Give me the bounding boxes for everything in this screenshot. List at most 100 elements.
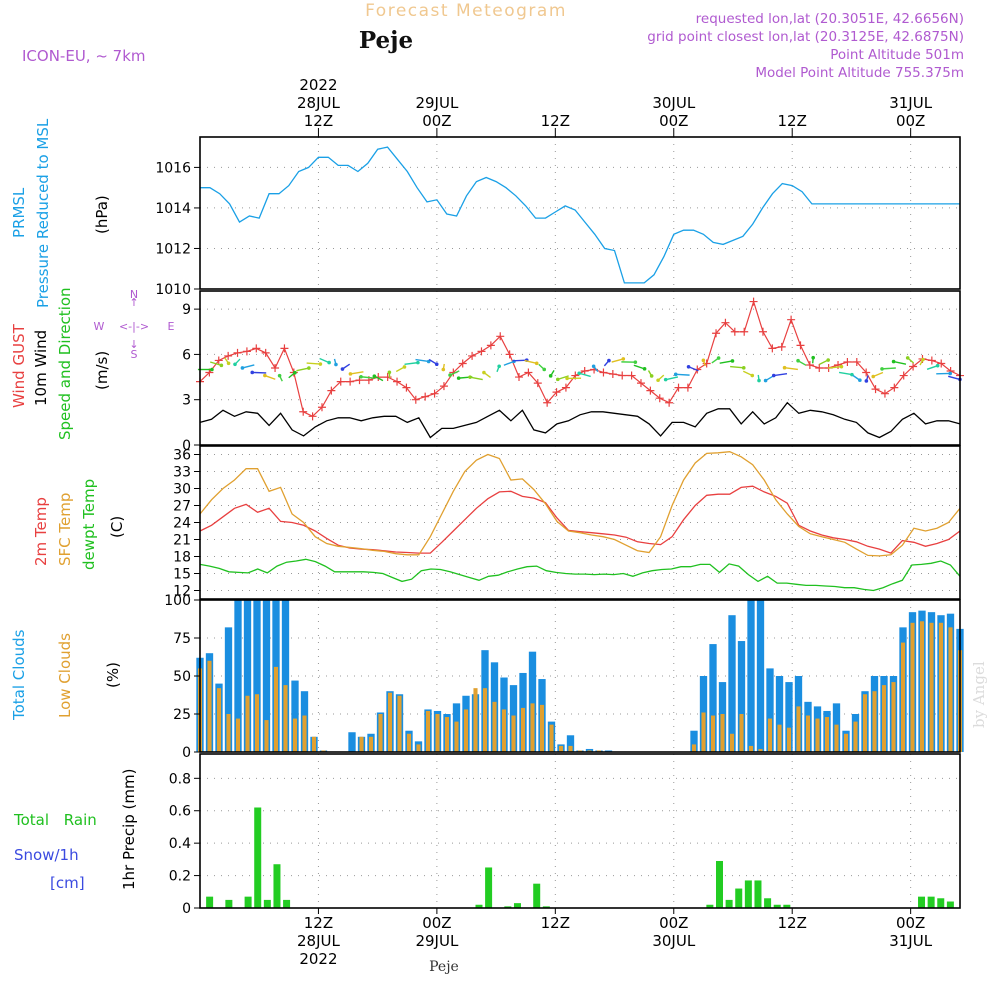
bar-total-clouds (224, 627, 233, 752)
wind-labels: Wind GUST 10m Wind Speed and Direction (… (10, 287, 175, 440)
bar-low-clouds (729, 733, 735, 752)
time-label-top: 31JUL (889, 94, 932, 112)
time-label-top: 2022 (299, 76, 337, 94)
ytick-label: 0.8 (169, 771, 191, 787)
bar-low-clouds (710, 715, 716, 752)
bar-low-clouds (891, 682, 896, 752)
bar-total-clouds (348, 732, 356, 752)
bar-total-clouds (262, 600, 271, 752)
wind-arrow-head (663, 377, 668, 382)
bar-low-clouds (302, 715, 307, 752)
wind-gust-point (214, 356, 223, 365)
wind-direction-arrow (469, 376, 483, 381)
wind-arrow-head (456, 376, 461, 380)
time-label-bottom: 00Z (896, 914, 925, 932)
bar-total-rain (927, 896, 935, 908)
series-line-dewpt-temp (199, 558, 961, 592)
svg-text:↑: ↑ (129, 296, 138, 309)
wind-gust-point (655, 394, 664, 403)
wind-arrow-head (656, 378, 660, 383)
wind-direction-arrow (209, 361, 222, 367)
wind-gust-point (411, 395, 420, 404)
bar-low-clouds (881, 685, 887, 752)
low-clouds-label: Low Clouds (56, 633, 74, 718)
bar-low-clouds (805, 715, 811, 752)
bar-low-clouds (207, 660, 212, 752)
time-label-bottom: 12Z (304, 914, 333, 932)
bar-total-clouds (566, 735, 575, 752)
model-label: ICON-EU, ~ 7km (22, 47, 146, 65)
bar-total-rain (764, 898, 772, 908)
ytick-label: 33 (173, 465, 191, 481)
bar-low-clouds (910, 622, 915, 752)
gridpoint-coordinates: grid point closest lon,lat (20.3125E, 42… (647, 29, 964, 45)
wind-arrow-head (448, 373, 452, 377)
wind-gust-point (636, 379, 645, 388)
ytick-label: 1012 (155, 241, 191, 257)
location-name: Peje (359, 27, 413, 54)
wind-gust-point (261, 348, 270, 357)
wind-direction-arrow (730, 365, 744, 369)
ytick-label: 18 (173, 550, 191, 566)
bar-low-clouds (501, 709, 507, 752)
wind-gust-point (552, 388, 561, 397)
wind-direction-arrow (404, 361, 418, 365)
wind-direction-arrow (557, 375, 569, 381)
wind-arrow-head (565, 376, 569, 381)
wind-arrow-head (548, 374, 553, 378)
bar-low-clouds (872, 691, 877, 752)
wind-gust-point (777, 342, 786, 351)
time-label-bottom: 12Z (541, 914, 570, 932)
wind-arrow-head (796, 358, 800, 363)
wind-direction-arrow (719, 360, 733, 364)
wind-gust-point (712, 329, 721, 338)
bar-total-rain (715, 860, 723, 908)
wind-arrow-head (826, 358, 830, 362)
panel-frame (199, 599, 961, 753)
wind-direction-arrow (579, 372, 591, 378)
total-clouds-label: Total Clouds (10, 629, 28, 721)
bar-low-clouds (919, 621, 925, 752)
series-line-wind-gust (199, 299, 961, 418)
ytick-label: 0 (182, 745, 191, 761)
bar-total-rain (533, 883, 541, 908)
wind-gust-point (627, 371, 636, 380)
wind-gust-point (608, 370, 617, 379)
bar-low-clouds (520, 707, 526, 752)
wind-arrow-head (434, 362, 439, 366)
bar-total-clouds (234, 600, 242, 752)
temp-2m-label: 2m Temp (32, 497, 50, 566)
wind-arrow-head (334, 362, 338, 367)
panel-frame (199, 290, 961, 446)
bar-low-clouds (359, 736, 364, 752)
wind-arrow-head (348, 372, 353, 376)
wind-direction-arrow (524, 359, 537, 365)
wind-gust-point (430, 389, 439, 398)
svg-text:<-|->: <-|-> (119, 320, 149, 333)
wind-gust-point (843, 357, 852, 366)
wind-arrow-head (293, 370, 297, 375)
wind-arrow-head (771, 373, 776, 378)
wind-direction-arrow (360, 376, 375, 379)
wind-gust-point (646, 386, 655, 395)
wind-arrow-head (839, 364, 844, 369)
bar-low-clouds (549, 724, 554, 752)
wind-arrow-head (750, 373, 755, 378)
wind-gust-point (665, 398, 674, 407)
pressure-unit: (hPa) (93, 195, 111, 234)
bar-low-clouds (691, 744, 697, 752)
bar-total-clouds (728, 615, 736, 752)
wind-direction-arrow (512, 359, 527, 362)
wind-arrow-head (763, 378, 768, 383)
wind-gust-point (721, 318, 730, 327)
temp-unit: (C) (108, 516, 126, 538)
wind-arrow-head (577, 371, 582, 376)
wind-direction-arrow (611, 358, 624, 363)
series-line-wind-10m (199, 401, 961, 439)
wind-gust-point (252, 344, 261, 353)
total-rain-label: Total Rain (13, 811, 97, 829)
wind-gust-point (383, 373, 392, 382)
wind-gust-point (683, 383, 692, 392)
time-label-top: 29JUL (415, 94, 458, 112)
